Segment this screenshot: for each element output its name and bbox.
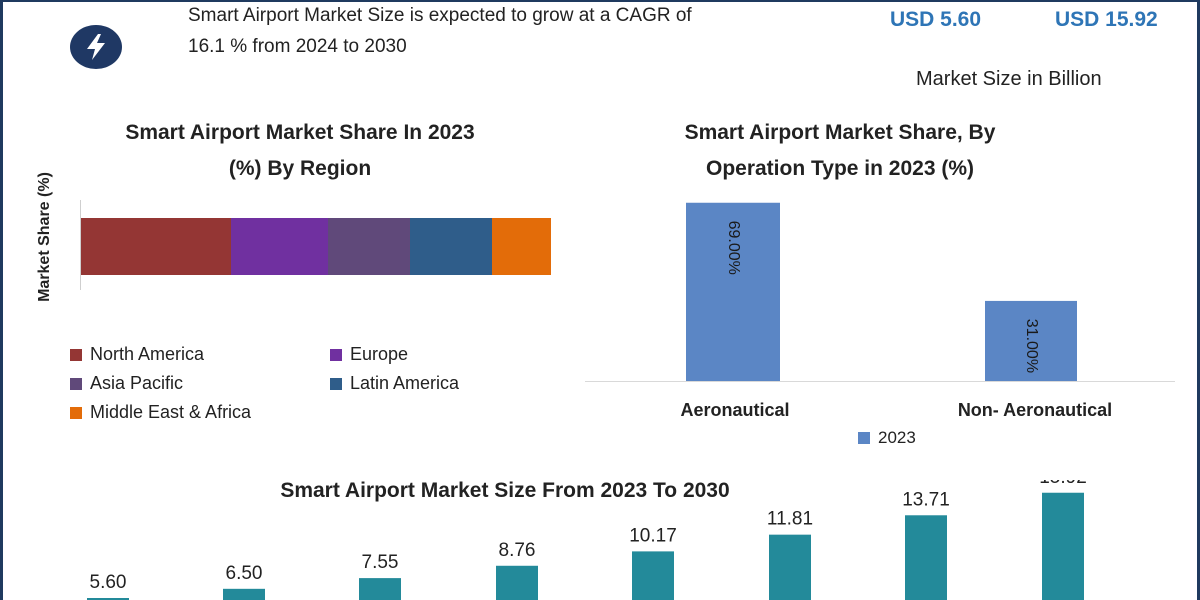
operation-legend: 2023 — [858, 428, 916, 448]
region-bar-segment — [492, 218, 551, 275]
region-y-axis-label: Market Share (%) — [36, 172, 53, 302]
region-legend-swatch — [330, 377, 342, 390]
size-bar — [1042, 492, 1084, 600]
region-legend-swatch — [70, 348, 82, 361]
region-bar-segment — [231, 218, 328, 275]
operation-legend-swatch — [858, 432, 870, 444]
region-legend-label: Asia Pacific — [90, 373, 184, 393]
region-legend-swatch — [330, 348, 342, 361]
size-bar — [769, 534, 811, 600]
intro-line-2: 16.1 % from 2024 to 2030 — [188, 36, 407, 57]
region-legend-item: Europe — [330, 344, 408, 365]
size-data-label: 6.50 — [226, 563, 263, 584]
region-legend-label: Middle East & Africa — [90, 402, 252, 422]
size-data-label: 5.60 — [90, 572, 127, 593]
operation-category-label: Aeronautical — [680, 400, 790, 420]
region-legend-label: Latin America — [350, 373, 460, 393]
size-data-label: 7.55 — [362, 552, 399, 573]
size-data-label: 11.81 — [767, 509, 813, 530]
intro-text: Smart Airport Market Size is expected to… — [188, 0, 808, 62]
size-bar — [496, 565, 538, 600]
size-bar — [359, 578, 401, 600]
operation-title-line-2: Operation Type in 2023 (%) — [705, 157, 974, 180]
region-stacked-bar — [81, 218, 551, 275]
frame-left — [0, 0, 3, 600]
region-title-line-2: (%) By Region — [228, 157, 372, 180]
size-bar — [223, 588, 265, 600]
region-legend-swatch — [70, 377, 82, 390]
region-y-axis — [80, 200, 81, 290]
intro-line-1: Smart Airport Market Size is expected to… — [188, 5, 692, 26]
size-bar — [87, 598, 129, 600]
region-legend-item: Asia Pacific — [70, 373, 183, 394]
operation-bar-chart: 69.00% 31.00% — [585, 202, 1175, 382]
operation-data-label: 31.00% — [1023, 319, 1040, 373]
frame-right — [1197, 0, 1200, 600]
operation-title-line-1: Smart Airport Market Share, By — [684, 121, 996, 144]
region-title-line-1: Smart Airport Market Share In 2023 — [125, 121, 475, 144]
size-bar — [632, 551, 674, 600]
region-bar-segment — [327, 218, 410, 275]
operation-bar — [985, 300, 1077, 381]
frame-top — [0, 0, 1200, 2]
region-legend-item: Latin America — [330, 373, 459, 394]
operation-bar — [686, 202, 780, 381]
size-data-label: 13.71 — [902, 489, 950, 510]
size-bar-chart: 5.60 6.50 7.55 8.76 10.17 11.81 13.71 15.92 — [87, 480, 1087, 600]
lightning-bolt-icon — [70, 25, 122, 69]
region-legend-item: North America — [70, 344, 204, 365]
size-data-label: 10.17 — [629, 525, 677, 546]
operation-chart-title: Smart Airport Market Share, By Operation… — [610, 115, 1070, 187]
operation-category-label: Non- Aeronautical — [957, 400, 1113, 420]
operation-data-label: 69.00% — [725, 221, 742, 275]
value-2023: USD 5.60 — [890, 8, 982, 31]
size-chart-title: Smart Airport Market Size From 2023 To 2… — [280, 479, 730, 502]
size-data-label: 15.92 — [1039, 480, 1087, 488]
operation-legend-label: 2023 — [878, 428, 916, 447]
region-legend-item: Middle East & Africa — [70, 402, 251, 423]
region-legend-swatch — [70, 406, 82, 419]
market-size-label: Market Size in Billion — [916, 68, 1102, 90]
region-bar-segment — [81, 218, 232, 275]
region-bar-segment — [409, 218, 493, 275]
region-chart-title: Smart Airport Market Share In 2023 (%) B… — [60, 115, 540, 187]
size-data-label: 8.76 — [499, 540, 536, 561]
region-legend-label: Europe — [350, 344, 409, 364]
size-bar — [905, 515, 947, 600]
region-legend-label: North America — [90, 344, 205, 364]
value-2030: USD 15.92 — [1055, 8, 1158, 31]
